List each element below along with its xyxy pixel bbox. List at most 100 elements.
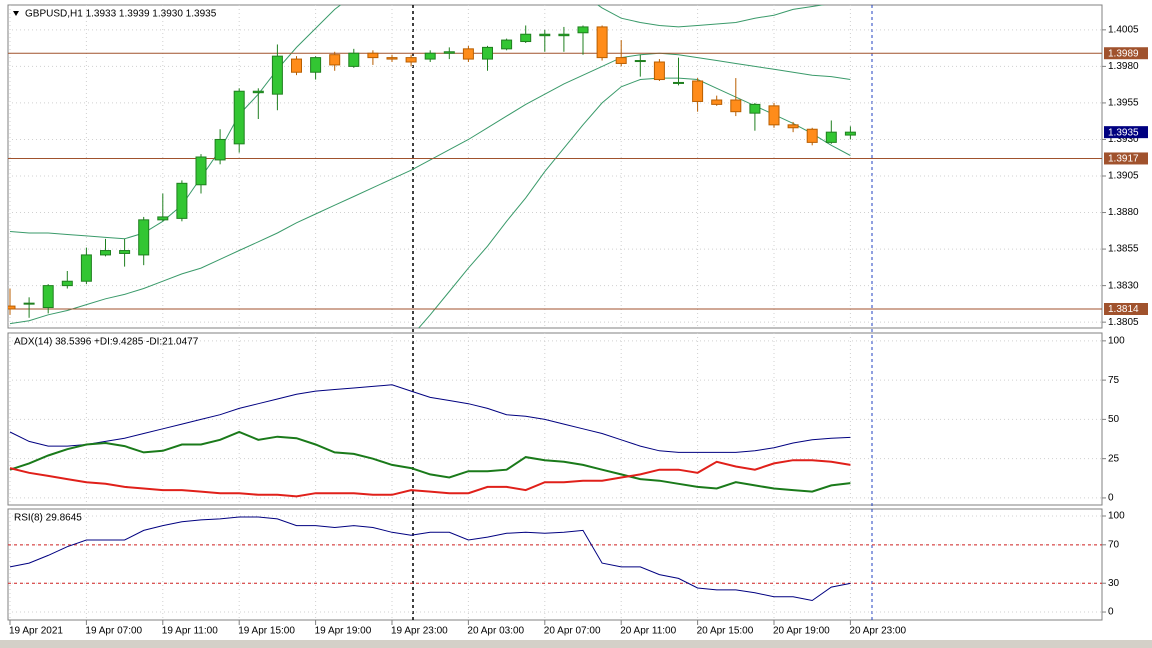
y-tick-label: 1.3830 <box>1108 280 1139 291</box>
last-price-label: 1.3935 <box>1108 127 1139 138</box>
price-panel <box>7 4 1103 329</box>
x-tick-label: 19 Apr 07:00 <box>85 626 142 637</box>
candle-body <box>23 302 35 305</box>
level-label-box <box>1104 47 1148 60</box>
candle-body <box>615 57 627 64</box>
candle-body <box>176 182 188 219</box>
y-tick-label: 75 <box>1108 375 1120 386</box>
y-tick-label: 25 <box>1108 453 1120 464</box>
indicator-line <box>9 459 851 498</box>
candle-body <box>157 216 169 221</box>
x-tick-label: 20 Apr 19:00 <box>773 626 830 637</box>
candle-body <box>501 39 513 50</box>
candle-body <box>386 57 398 60</box>
candle-body <box>424 52 436 60</box>
x-tick-label: 20 Apr 03:00 <box>467 626 524 637</box>
x-tick-label: 19 Apr 2021 <box>9 626 63 637</box>
candle-body <box>787 124 799 129</box>
x-tick-label: 20 Apr 07:00 <box>544 626 601 637</box>
candle-body <box>711 99 723 105</box>
candle-body <box>195 156 207 186</box>
candle-body <box>825 131 837 143</box>
candle-body <box>405 57 417 63</box>
x-tick-label: 20 Apr 15:00 <box>697 626 754 637</box>
candle-body <box>367 52 379 59</box>
y-tick-label: 50 <box>1108 414 1120 425</box>
candle-body <box>214 138 226 161</box>
candle-body <box>577 26 589 34</box>
candle-body <box>482 46 493 60</box>
candle-body <box>119 250 131 254</box>
y-tick-label: 100 <box>1108 511 1125 522</box>
candle-body <box>673 81 684 84</box>
level-label-box <box>1104 303 1148 315</box>
panel-title: RSI(8) 29.8645 <box>14 513 82 524</box>
panel-title: GBPUSD,H1 1.3933 1.3939 1.3930 1.3935 <box>25 9 217 20</box>
candle-body <box>80 254 92 282</box>
level-label-box <box>1104 152 1148 165</box>
candle-body <box>539 33 551 37</box>
bollinger-band <box>418 77 851 328</box>
y-tick-label: 1.3955 <box>1108 98 1139 109</box>
candle-body <box>8 305 16 310</box>
candle-body <box>233 90 245 145</box>
rsi-panel <box>7 508 1103 621</box>
y-tick-label: 1.3930 <box>1108 134 1139 145</box>
y-tick-label: 1.3880 <box>1108 207 1139 218</box>
indicator-line <box>9 384 851 453</box>
candle-body <box>806 128 818 143</box>
indicator-line <box>9 430 851 493</box>
y-tick-label: 100 <box>1108 335 1125 346</box>
y-tick-label: 30 <box>1108 578 1120 589</box>
candle-body <box>291 58 302 73</box>
bollinger-band <box>9 5 825 240</box>
level-label: 1.3989 <box>1108 48 1139 59</box>
candle-body <box>730 99 742 113</box>
x-tick-label: 19 Apr 11:00 <box>162 626 218 637</box>
candle-body <box>653 61 665 81</box>
candle-body <box>271 55 283 95</box>
bollinger-band <box>9 52 851 325</box>
y-tick-label: 70 <box>1108 539 1120 550</box>
indicator-line <box>9 516 851 602</box>
candle-body <box>596 26 608 59</box>
adx-panel <box>7 332 1103 506</box>
level-label: 1.3814 <box>1108 304 1139 315</box>
candle-body <box>348 52 360 67</box>
x-tick-label: 19 Apr 19:00 <box>315 626 372 637</box>
candle-body <box>520 33 532 43</box>
plot-area <box>8 5 1102 328</box>
candle-body <box>138 219 150 256</box>
y-tick-label: 1.3980 <box>1108 61 1139 72</box>
candle-body <box>749 103 761 114</box>
candle-body <box>100 250 111 256</box>
x-tick-label: 19 Apr 15:00 <box>238 626 295 637</box>
candle-body <box>61 280 73 287</box>
candle-body <box>844 131 856 136</box>
candle-body <box>768 105 780 126</box>
y-tick-label: 0 <box>1108 493 1114 504</box>
y-tick-label: 0 <box>1108 607 1114 618</box>
menu-arrow <box>13 11 19 16</box>
candle-body <box>310 57 322 73</box>
candle-body <box>42 285 54 309</box>
candle-body <box>692 80 704 102</box>
candle-body <box>329 54 341 66</box>
x-tick-label: 19 Apr 23:00 <box>391 626 448 637</box>
panel-title: ADX(14) 38.5396 +DI:9.4285 -DI:21.0477 <box>14 337 199 348</box>
candle-body <box>462 48 474 60</box>
y-tick-label: 1.3805 <box>1108 317 1139 328</box>
plot-area <box>8 333 1102 505</box>
candle-body <box>443 51 455 54</box>
y-tick-label: 1.4005 <box>1108 24 1139 35</box>
tab-bar <box>0 640 1152 648</box>
y-tick-label: 1.3905 <box>1108 171 1139 182</box>
candle-body <box>634 60 646 63</box>
plot-area <box>8 509 1102 620</box>
candle-body <box>558 33 570 37</box>
candle-body <box>252 90 264 94</box>
level-label: 1.3917 <box>1108 154 1139 165</box>
last-price-box <box>1104 126 1148 139</box>
